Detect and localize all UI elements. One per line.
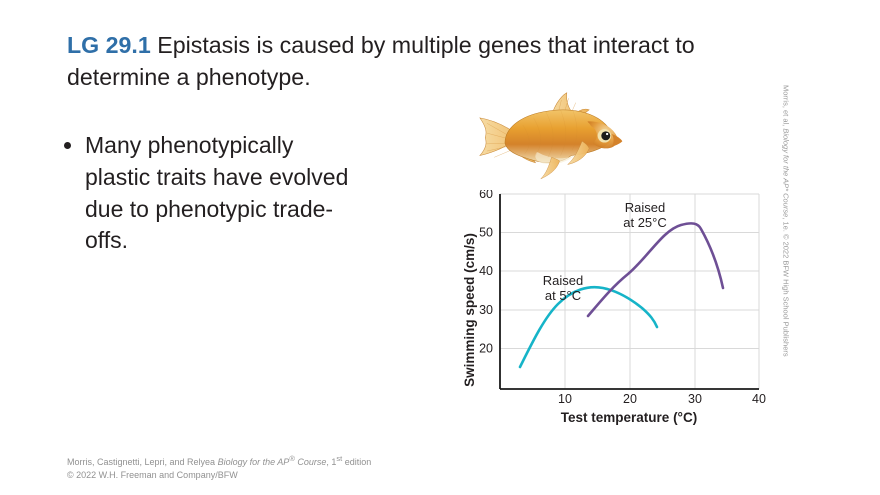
svg-text:40: 40 — [752, 392, 766, 406]
svg-text:at 5°C: at 5°C — [545, 288, 581, 303]
svg-text:Swimming speed (cm/s): Swimming speed (cm/s) — [462, 233, 477, 387]
svg-text:Raised: Raised — [625, 200, 665, 215]
svg-text:60: 60 — [479, 190, 493, 201]
svg-text:20: 20 — [479, 342, 493, 356]
svg-text:Test temperature (°C): Test temperature (°C) — [561, 410, 697, 425]
svg-text:10: 10 — [558, 392, 572, 406]
svg-text:Raised: Raised — [543, 273, 583, 288]
svg-text:20: 20 — [623, 392, 637, 406]
svg-text:30: 30 — [479, 303, 493, 317]
svg-text:40: 40 — [479, 264, 493, 278]
svg-text:50: 50 — [479, 226, 493, 240]
svg-text:30: 30 — [688, 392, 702, 406]
svg-text:at 25°C: at 25°C — [623, 215, 667, 230]
